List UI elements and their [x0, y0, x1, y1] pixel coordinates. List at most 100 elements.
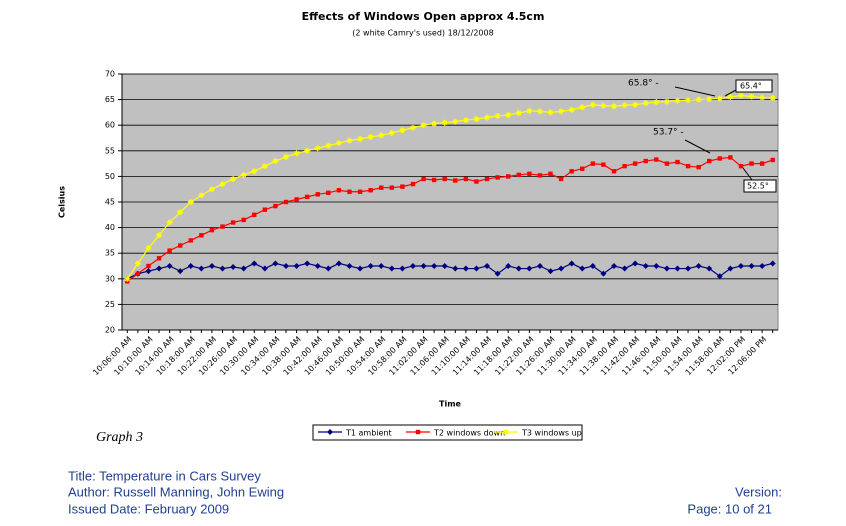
point	[410, 181, 416, 187]
point	[462, 117, 469, 124]
point	[335, 140, 342, 147]
legend	[312, 424, 583, 441]
point	[527, 171, 532, 177]
point	[632, 101, 639, 108]
point	[558, 108, 565, 115]
point	[632, 260, 639, 267]
point	[314, 263, 321, 269]
point	[473, 116, 480, 123]
chart-subtitle: (2 white Camry's used) 18/12/2008	[352, 29, 493, 38]
point	[251, 168, 258, 175]
point	[453, 178, 458, 183]
point	[536, 263, 543, 269]
point	[357, 189, 363, 194]
point	[177, 209, 184, 216]
point	[378, 132, 385, 139]
point	[199, 233, 204, 238]
point	[568, 260, 575, 267]
point	[388, 265, 395, 272]
point	[621, 265, 628, 272]
point	[748, 263, 755, 269]
y-tick-label: 35	[105, 249, 115, 258]
point	[367, 133, 374, 140]
point	[717, 156, 723, 161]
point	[580, 166, 585, 171]
point	[664, 161, 670, 166]
point	[706, 96, 713, 103]
point	[420, 122, 427, 129]
point	[695, 263, 702, 269]
y-tick-label: 20	[105, 326, 115, 335]
point	[674, 265, 681, 272]
point	[283, 199, 289, 205]
annotation-box	[743, 179, 777, 193]
point	[368, 188, 373, 193]
point	[600, 102, 607, 109]
point	[262, 207, 268, 212]
annotation: 65.8° -	[628, 79, 659, 89]
point	[589, 263, 596, 269]
point	[388, 129, 395, 136]
point	[579, 104, 586, 111]
point	[346, 263, 353, 269]
point	[188, 238, 193, 243]
point	[367, 263, 374, 269]
point	[251, 260, 258, 267]
point	[579, 265, 586, 272]
point	[685, 265, 692, 272]
point	[589, 101, 596, 108]
point	[240, 265, 247, 272]
point	[505, 111, 512, 118]
point	[304, 147, 311, 154]
point	[304, 260, 311, 267]
point	[653, 99, 660, 106]
point	[409, 263, 416, 269]
point	[727, 94, 734, 101]
point	[727, 265, 734, 272]
point	[357, 265, 364, 272]
point	[146, 263, 151, 269]
point	[548, 171, 553, 177]
annotation-box	[735, 79, 773, 93]
point	[769, 260, 776, 267]
y-tick-label: 65	[105, 95, 115, 104]
point	[166, 263, 173, 269]
point	[441, 263, 448, 269]
point	[515, 109, 522, 116]
point	[663, 265, 670, 272]
point	[315, 192, 320, 197]
x-tick-label: 12:06:00 PM	[726, 335, 768, 377]
point	[494, 112, 501, 119]
point	[261, 163, 268, 170]
point	[611, 263, 617, 269]
point	[156, 232, 163, 239]
point	[663, 98, 670, 105]
point	[759, 263, 766, 269]
point	[695, 96, 702, 103]
chart-title: Effects of Windows Open approx 4.5cm	[302, 10, 545, 23]
point	[219, 181, 226, 188]
point	[706, 265, 713, 272]
point	[484, 114, 491, 121]
point	[505, 174, 511, 179]
point	[569, 169, 574, 174]
point	[336, 188, 342, 193]
legend-marker	[503, 429, 509, 435]
point	[547, 268, 554, 275]
point	[611, 103, 617, 110]
point	[230, 175, 237, 182]
legend-label: T2 windows down	[433, 429, 505, 438]
point	[325, 142, 332, 149]
point	[484, 176, 490, 182]
point	[716, 273, 723, 280]
point	[737, 263, 744, 269]
point	[145, 245, 152, 252]
point	[347, 189, 352, 194]
point	[241, 217, 246, 223]
y-tick-label: 40	[105, 223, 115, 232]
point	[526, 265, 533, 272]
point	[716, 95, 723, 102]
point	[484, 263, 491, 269]
point	[409, 124, 416, 131]
